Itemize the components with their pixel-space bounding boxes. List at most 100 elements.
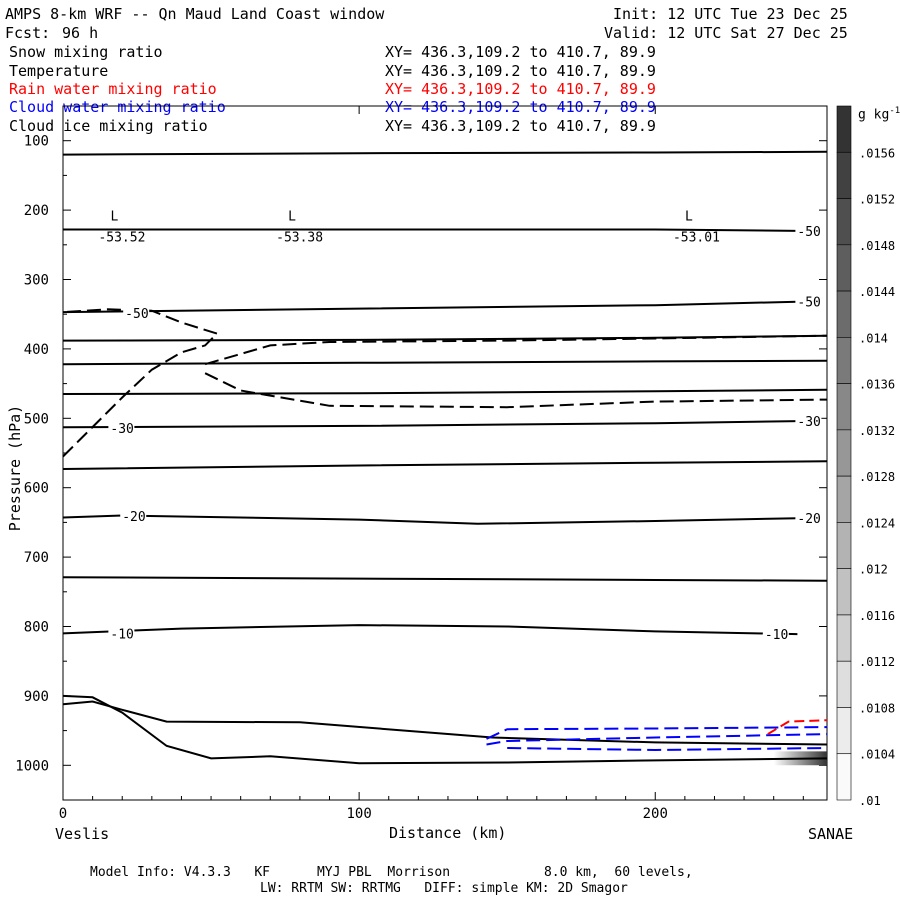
- temperature-contour-6: [62, 420, 798, 429]
- cloud-ice-contour-0: [62, 308, 219, 458]
- rain-water-contour: [767, 719, 828, 735]
- cloud-water-contour-2: [507, 747, 828, 752]
- contour-label-bg: [762, 626, 789, 641]
- colorbar-label: .0148: [859, 239, 895, 253]
- colorbar-cell: [836, 660, 852, 708]
- init-time: Init: 12 UTC Tue 23 Dec 25: [613, 5, 848, 23]
- contour-label: -50: [797, 225, 820, 240]
- colorbar-label: .0104: [859, 748, 895, 762]
- contour-label-bg: [120, 508, 147, 523]
- colorbar-label: .0156: [859, 146, 895, 160]
- contour-label-bg: [108, 420, 135, 435]
- colorbar-label: .0144: [859, 285, 895, 299]
- field-name-temperature: Temperature: [9, 62, 109, 80]
- colorbar-unit-base: g kg: [858, 107, 890, 123]
- colorbar-label: .0124: [859, 516, 895, 530]
- temperature-contour-4: [62, 359, 828, 366]
- right-endpoint-label: SANAE: [808, 825, 854, 843]
- cloud-water-contour-1: [486, 733, 828, 746]
- colorbar-label: .0112: [859, 655, 895, 669]
- colorbar-cell: [836, 707, 852, 755]
- field-xy-rain: XY= 436.3,109.2 to 410.7, 89.9: [385, 80, 656, 98]
- field-name-rain: Rain water mixing ratio: [9, 80, 217, 98]
- valid-time: Valid: 12 UTC Sat 27 Dec 25: [604, 24, 848, 42]
- cloud-ice-contour-1: [204, 334, 828, 366]
- y-tick-label: 200: [24, 203, 49, 219]
- colorbar-cell: [836, 337, 852, 384]
- contour-label-bg: [123, 304, 150, 319]
- colorbar-cell: [836, 151, 852, 199]
- colorbar-cell: [836, 429, 852, 477]
- model-info-line2: LW: RRTM SW: RRTMG DIFF: simple KM: 2D S…: [260, 881, 628, 896]
- contour-label-bg: [795, 413, 822, 428]
- colorbar-cell: [836, 105, 852, 153]
- colorbar-cell: [836, 383, 852, 431]
- surface-line: [62, 700, 828, 746]
- minimum-marker: L: [288, 209, 296, 224]
- contour-label-bg: [108, 625, 135, 640]
- minimum-value: -53.52: [98, 230, 145, 245]
- contour-label: -20: [122, 510, 145, 525]
- contour-label-bg: [795, 293, 822, 308]
- colorbar-cell: [836, 614, 852, 662]
- contour-label: -50: [125, 307, 148, 322]
- temperature-contour-1: [63, 228, 798, 232]
- field-xy-snow: XY= 436.3,109.2 to 410.7, 89.9: [385, 43, 656, 61]
- colorbar-cell: [836, 290, 852, 338]
- colorbar-unit-exponent: -1: [889, 106, 900, 116]
- temperature-contour-8: [62, 514, 798, 525]
- x-tick-label: 100: [346, 806, 371, 822]
- colorbar-cell: [836, 568, 852, 616]
- x-tick-label: 200: [643, 806, 668, 822]
- field-xy-cloud-ice: XY= 436.3,109.2 to 410.7, 89.9: [385, 117, 656, 135]
- y-tick-label: 300: [24, 273, 49, 289]
- colorbar-label: .014: [859, 331, 888, 345]
- y-tick-label: 900: [24, 689, 49, 705]
- temperature-contour-7: [62, 460, 828, 470]
- model-info-line1: Model Info: V4.3.3 KF MYJ PBL Morrison 8…: [90, 865, 693, 880]
- colorbar-label: .01: [859, 794, 881, 808]
- temperature-contour-5: [62, 388, 828, 395]
- x-tick-label: 0: [59, 806, 67, 822]
- colorbar-label: .0152: [859, 193, 895, 207]
- minimum-value: -53.38: [276, 230, 323, 245]
- contour-label: -20: [797, 512, 820, 527]
- y-tick-label: 500: [24, 411, 49, 427]
- contour-label: -10: [765, 628, 788, 643]
- temperature-contour-9: [62, 576, 828, 582]
- x-axis-label: Distance (km): [389, 824, 507, 842]
- colorbar-label: .0136: [859, 378, 895, 392]
- left-endpoint-label: Veslis: [55, 825, 110, 843]
- colorbar-label: .0132: [859, 424, 895, 438]
- forecast-hours: 96 h: [62, 24, 99, 42]
- chart-title: AMPS 8-km WRF -- Qn Maud Land Coast wind…: [5, 5, 385, 23]
- plot-frame: [62, 105, 828, 801]
- temperature-contour-10: [62, 624, 798, 636]
- field-name-cloud-water: Cloud water mixing ratio: [9, 98, 226, 116]
- terrain-line: [62, 694, 828, 765]
- field-xy-temperature: XY= 436.3,109.2 to 410.7, 89.9: [385, 62, 656, 80]
- minimum-marker: L: [110, 209, 118, 224]
- cloud-water-contour-0: [486, 726, 828, 740]
- forecast-label: Fcst:: [5, 24, 51, 42]
- contour-label: -50: [797, 296, 820, 311]
- y-axis-label: Pressure (hPa): [6, 404, 24, 532]
- contour-label: -10: [110, 627, 133, 642]
- colorbar-unit: g kg-1: [858, 104, 900, 122]
- y-tick-label: 700: [24, 550, 49, 566]
- contour-label-bg: [795, 222, 822, 237]
- colorbar-cell: [836, 522, 852, 569]
- colorbar-label: .0116: [859, 609, 895, 623]
- field-xy-cloud-water: XY= 436.3,109.2 to 410.7, 89.9: [385, 98, 656, 116]
- cloud-ice-contour-2: [204, 372, 828, 409]
- minimum-marker: L: [685, 209, 693, 224]
- y-tick-label: 800: [24, 620, 49, 636]
- colorbar-label: .012: [859, 563, 888, 577]
- y-tick-label: 100: [24, 134, 49, 150]
- colorbar-label: .0128: [859, 470, 895, 484]
- y-tick-label: 400: [24, 342, 49, 358]
- colorbar-label: .0108: [859, 701, 895, 715]
- minimum-value: -53.01: [673, 230, 720, 245]
- contour-label: -30: [797, 415, 820, 430]
